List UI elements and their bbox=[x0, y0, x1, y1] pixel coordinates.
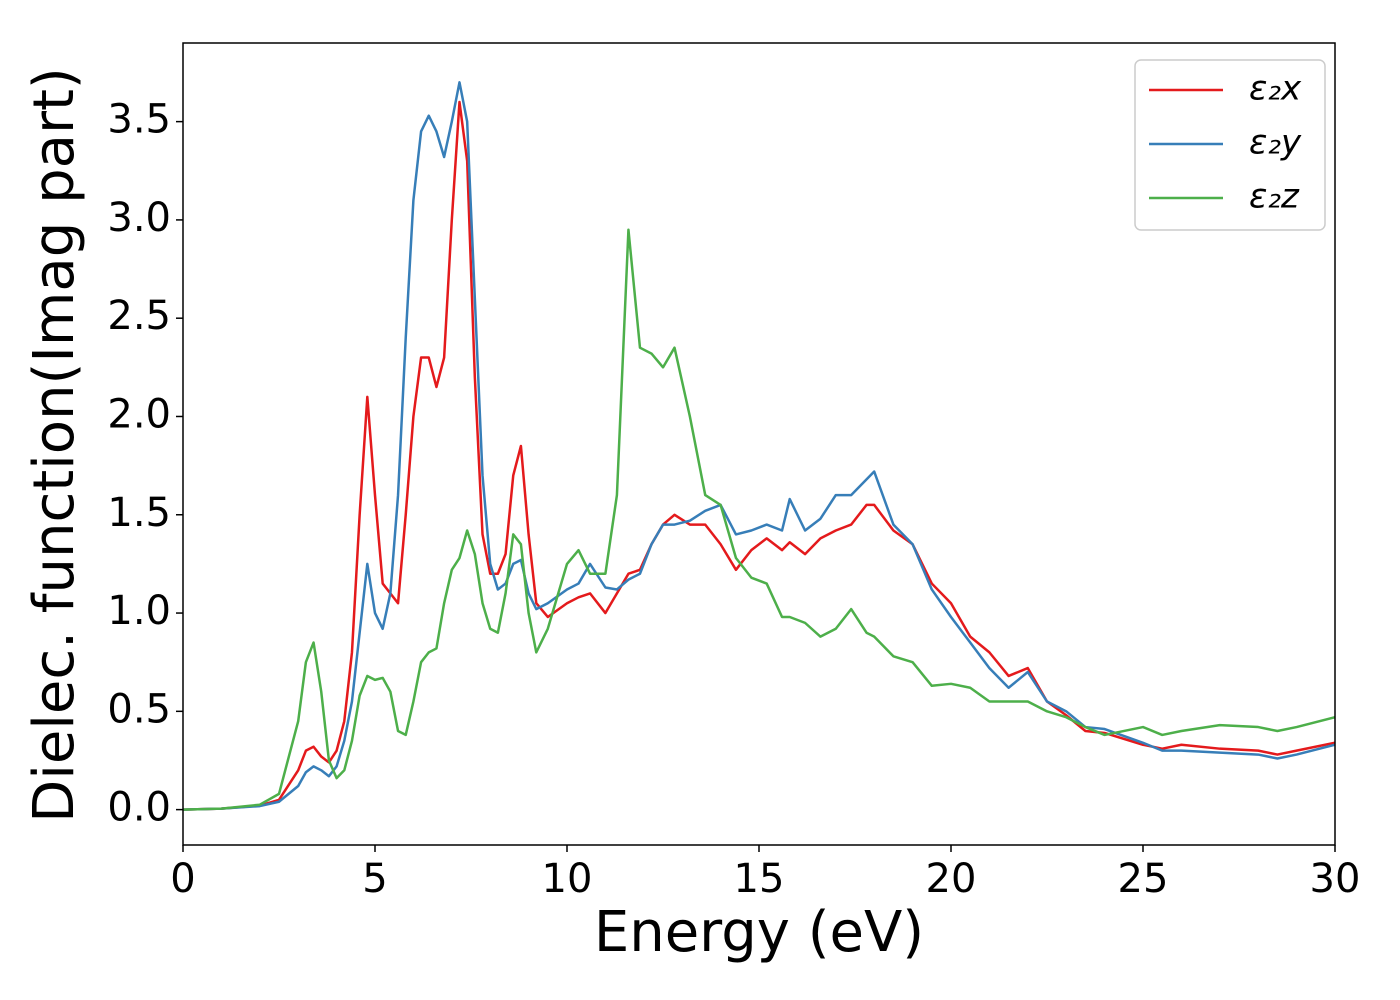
x-axis-label: Energy (eV) bbox=[594, 900, 924, 965]
x-tick-label: 10 bbox=[542, 856, 593, 902]
x-tick-label: 15 bbox=[734, 856, 785, 902]
legend-label: ε₂y bbox=[1249, 123, 1302, 163]
data-line bbox=[183, 228, 1335, 811]
legend-label: ε₂z bbox=[1249, 177, 1300, 217]
legend-box bbox=[1134, 59, 1326, 231]
data-line bbox=[183, 100, 1335, 811]
y-tick-label: 0.0 bbox=[107, 785, 171, 831]
plot-frame bbox=[182, 42, 1336, 846]
y-tick-label: 1.5 bbox=[107, 490, 171, 536]
data-line bbox=[183, 81, 1335, 811]
y-tick-label: 2.0 bbox=[107, 391, 171, 437]
x-tick-label: 30 bbox=[1310, 856, 1361, 902]
y-tick-label: 3.5 bbox=[107, 97, 171, 143]
x-tick-label: 25 bbox=[1118, 856, 1169, 902]
y-tick-label: 3.0 bbox=[107, 195, 171, 241]
x-tick-label: 20 bbox=[926, 856, 977, 902]
y-tick-label: 2.5 bbox=[107, 293, 171, 339]
x-tick-label: 5 bbox=[362, 856, 387, 902]
legend-label: ε₂x bbox=[1249, 69, 1302, 109]
y-axis-label: Dielec. function(Imag part) bbox=[22, 67, 87, 823]
y-tick-label: 0.5 bbox=[107, 686, 171, 732]
x-tick-label: 0 bbox=[170, 856, 195, 902]
y-tick-label: 1.0 bbox=[107, 588, 171, 634]
